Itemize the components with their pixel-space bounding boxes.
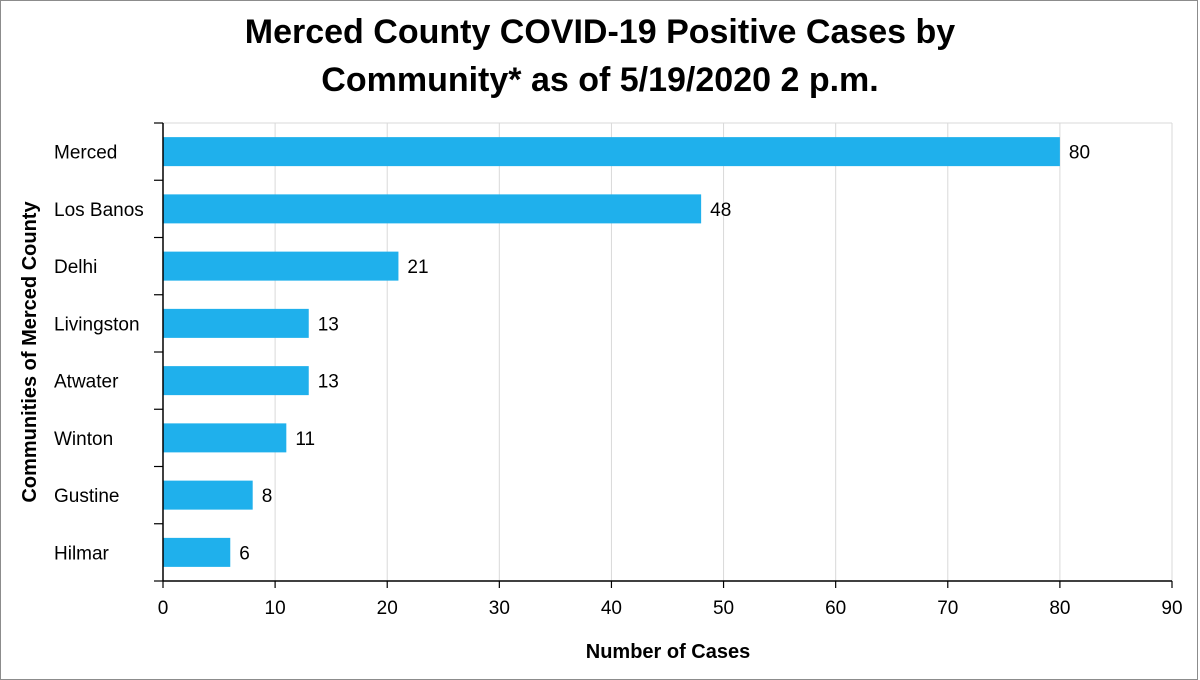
x-tick-label: 30 [489, 598, 510, 619]
bar [163, 137, 1060, 167]
category-label: Gustine [54, 486, 119, 507]
bar [163, 308, 309, 338]
chart-title: Merced County COVID-19 Positive Cases by… [0, 8, 1200, 104]
bar [163, 194, 702, 224]
x-tick-label: 10 [265, 598, 286, 619]
x-tick-label: 0 [158, 598, 169, 619]
axes [154, 122, 1173, 588]
x-tick-label: 20 [377, 598, 398, 619]
x-tick-label: 50 [713, 598, 734, 619]
bar [163, 251, 399, 281]
category-label: Atwater [54, 372, 119, 393]
chart-title-line-1: Merced County COVID-19 Positive Cases by [244, 13, 956, 51]
data-label: 11 [295, 429, 315, 450]
category-label: Livingston [54, 314, 140, 335]
chart-title-line-2: Community* as of 5/19/2020 2 p.m. [321, 61, 879, 99]
x-axis-title: Number of Cases [586, 641, 751, 658]
bar [163, 423, 287, 453]
x-tick-label: 80 [1049, 598, 1070, 619]
data-label: 48 [710, 200, 731, 221]
category-label: Winton [54, 429, 113, 450]
data-label: 13 [318, 314, 339, 335]
data-label: 8 [262, 486, 273, 507]
data-label: 21 [407, 257, 428, 278]
category-label: Delhi [54, 257, 97, 278]
x-tick-label: 70 [937, 598, 958, 619]
data-label: 6 [239, 543, 250, 564]
bar [163, 537, 231, 567]
bar [163, 366, 309, 396]
y-axis-title: Communities of Merced County [19, 201, 41, 503]
bars [163, 137, 1060, 567]
data-label: 80 [1069, 143, 1090, 164]
x-tick-label: 90 [1161, 598, 1182, 619]
x-tick-label: 40 [601, 598, 622, 619]
gridlines [163, 122, 1173, 581]
bar [163, 480, 253, 510]
category-label: Hilmar [54, 543, 110, 564]
category-label: Merced [54, 143, 117, 164]
category-label: Los Banos [54, 200, 144, 221]
data-label: 13 [318, 372, 339, 393]
x-tick-label: 60 [825, 598, 846, 619]
